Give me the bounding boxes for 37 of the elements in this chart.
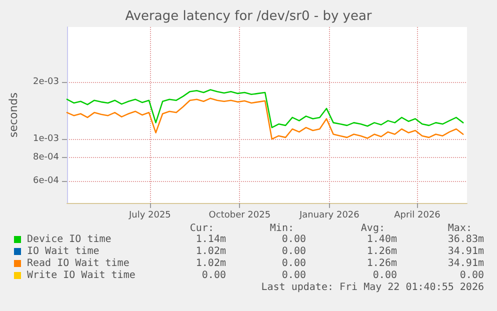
y-tick-label: 1e-03 [33,134,59,144]
text: 1.14m [196,234,226,245]
text: Avg: [360,223,385,234]
text: 34.91m [448,258,484,269]
legend-label: Device IO time [27,234,112,245]
line-series [66,89,464,128]
text: 0.00 [282,234,306,245]
x-tick-label: January 2026 [298,210,360,220]
text: 0.00 [282,246,306,257]
legend-label: IO Wait time [27,246,100,257]
text: 0.00 [282,270,306,281]
y-tick-label: 2e-03 [33,76,59,87]
text: 1.26m [366,246,397,257]
x-tick-label: July 2025 [128,210,171,220]
y-axis-title: seconds [7,92,20,138]
y-tick-label: 6e-04 [33,176,60,186]
text: 0.00 [460,270,484,281]
legend-label: Write IO Wait time [27,270,136,281]
chart-title: Average latency for /dev/sr0 - by year [125,9,372,24]
x-tick-label: April 2026 [394,210,441,220]
text: Cur: [190,223,214,234]
x-tick-label: October 2025 [208,210,271,220]
text: 0.00 [202,270,226,281]
text: Max: [448,223,472,234]
y-tick-label: 8e-04 [33,152,60,162]
text: 34.91m [448,246,484,257]
legend-label: Read IO Wait time [27,258,130,269]
text: 36.83m [448,234,484,245]
text: 1.02m [196,246,226,257]
text: 0.00 [372,270,397,281]
text: Last update: Fri May 22 01:40:55 2026 [261,282,484,293]
text: 1.02m [196,258,226,269]
line-series [66,98,464,140]
text: Min: [270,223,294,234]
text: 1.40m [366,234,397,245]
text: 0.00 [282,258,306,269]
text: 1.26m [366,258,397,269]
